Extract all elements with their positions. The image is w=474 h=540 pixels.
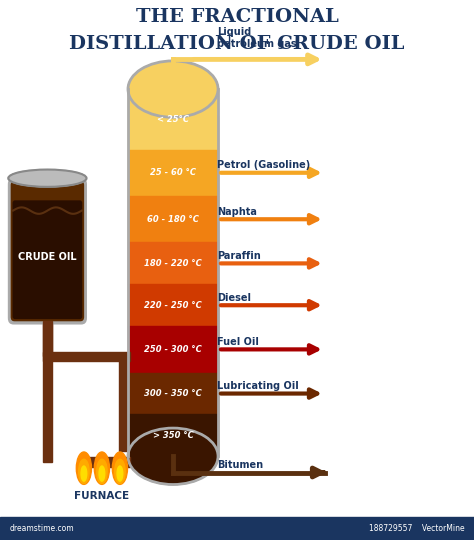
Bar bbox=[43, 321, 52, 356]
Text: dreamstime.com: dreamstime.com bbox=[9, 524, 74, 533]
Bar bbox=[128, 242, 218, 285]
Bar bbox=[218, 86, 237, 115]
Text: Paraffin: Paraffin bbox=[217, 251, 261, 261]
Ellipse shape bbox=[117, 466, 123, 481]
Text: 188729557    VectorMine: 188729557 VectorMine bbox=[369, 524, 465, 533]
Text: CRUDE OIL: CRUDE OIL bbox=[18, 252, 77, 261]
Ellipse shape bbox=[81, 466, 87, 481]
Text: 300 - 350 °C: 300 - 350 °C bbox=[144, 389, 202, 398]
Ellipse shape bbox=[76, 452, 91, 484]
FancyBboxPatch shape bbox=[11, 181, 84, 321]
Ellipse shape bbox=[112, 452, 128, 484]
Text: Lubricating Oil: Lubricating Oil bbox=[217, 381, 299, 391]
Ellipse shape bbox=[115, 459, 125, 484]
FancyBboxPatch shape bbox=[8, 178, 87, 325]
Text: 60 - 180 °C: 60 - 180 °C bbox=[147, 215, 199, 224]
Ellipse shape bbox=[94, 452, 109, 484]
Ellipse shape bbox=[9, 170, 86, 187]
Bar bbox=[128, 285, 218, 326]
Bar bbox=[128, 373, 218, 415]
Text: Diesel: Diesel bbox=[217, 293, 251, 302]
Text: Petrol (Gasoline): Petrol (Gasoline) bbox=[217, 160, 310, 170]
Ellipse shape bbox=[97, 459, 107, 484]
Text: 25 - 60 °C: 25 - 60 °C bbox=[150, 168, 196, 177]
Bar bbox=[128, 326, 218, 373]
Text: Fuel Oil: Fuel Oil bbox=[217, 337, 259, 347]
Text: < 25°C: < 25°C bbox=[157, 115, 189, 124]
Text: 180 - 220 °C: 180 - 220 °C bbox=[144, 259, 202, 268]
Text: DISTILLATION OF CRUDE OIL: DISTILLATION OF CRUDE OIL bbox=[69, 35, 405, 53]
Text: FURNACE: FURNACE bbox=[74, 491, 129, 502]
Bar bbox=[0, 517, 474, 540]
Bar bbox=[118, 361, 127, 451]
Text: > 350 °C: > 350 °C bbox=[153, 431, 193, 440]
Text: THE FRACTIONAL: THE FRACTIONAL bbox=[136, 8, 338, 26]
Ellipse shape bbox=[128, 61, 218, 117]
Ellipse shape bbox=[79, 459, 89, 484]
Bar bbox=[100, 86, 118, 115]
Bar bbox=[128, 150, 218, 196]
Ellipse shape bbox=[99, 466, 105, 481]
Bar bbox=[128, 196, 218, 242]
Bar bbox=[43, 324, 52, 462]
FancyBboxPatch shape bbox=[13, 200, 82, 319]
Text: Naphta: Naphta bbox=[217, 206, 257, 217]
Bar bbox=[128, 415, 218, 456]
Ellipse shape bbox=[128, 428, 218, 484]
Bar bbox=[128, 89, 218, 150]
Bar bbox=[82, 457, 130, 467]
Bar bbox=[43, 352, 130, 361]
Text: 250 - 300 °C: 250 - 300 °C bbox=[144, 345, 202, 354]
Text: Liquid
petroleum gas: Liquid petroleum gas bbox=[217, 27, 297, 49]
Text: 220 - 250 °C: 220 - 250 °C bbox=[144, 301, 202, 310]
Text: Bitumen: Bitumen bbox=[217, 460, 263, 470]
